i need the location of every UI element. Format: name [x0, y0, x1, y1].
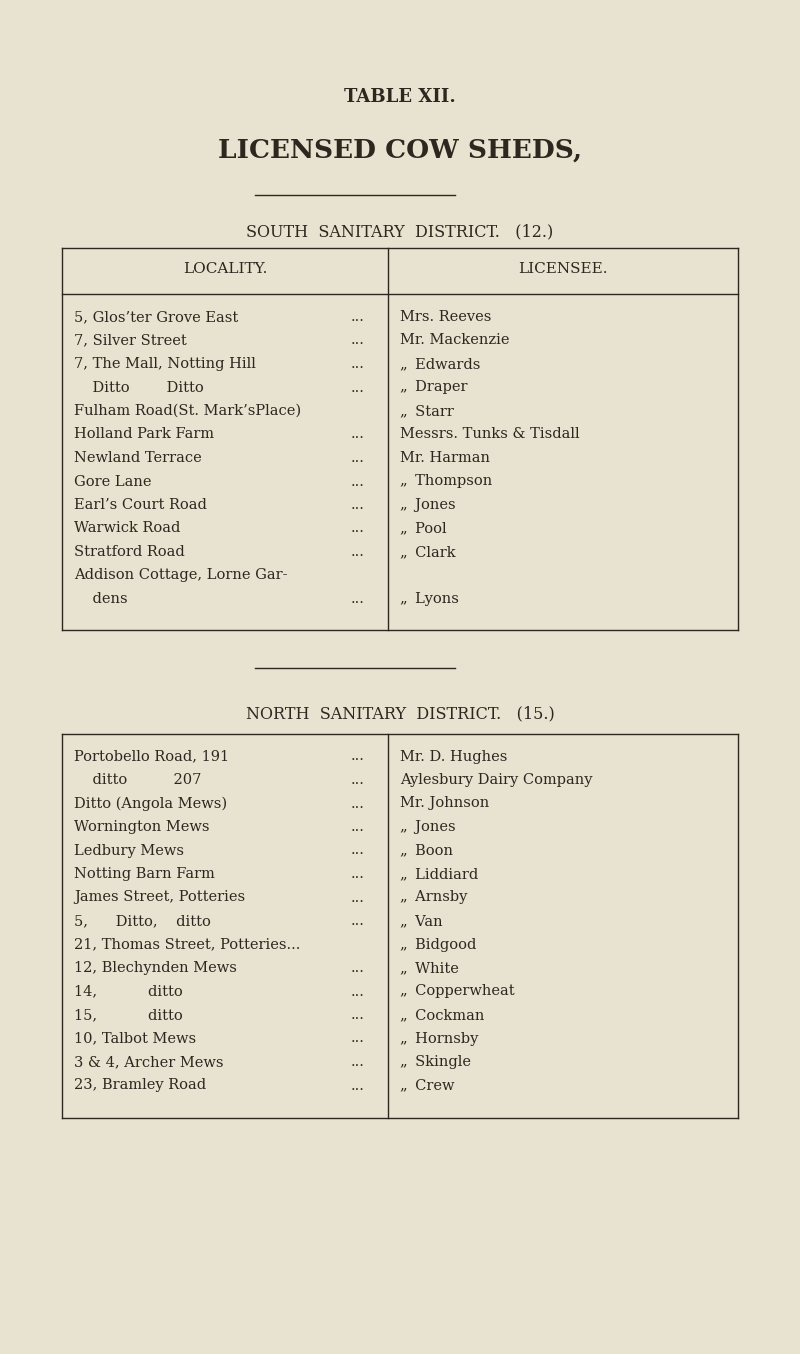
Text: „  Skingle: „ Skingle: [400, 1055, 471, 1070]
Text: ...: ...: [351, 1007, 365, 1022]
Text: „  Clark: „ Clark: [400, 546, 456, 559]
Text: 21, Thomas Street, Potteries...: 21, Thomas Street, Potteries...: [74, 937, 300, 952]
Text: Holland Park Farm: Holland Park Farm: [74, 428, 214, 441]
Text: ...: ...: [351, 867, 365, 881]
Text: Mrs. Reeves: Mrs. Reeves: [400, 310, 491, 324]
Text: 5,      Ditto,    ditto: 5, Ditto, ditto: [74, 914, 211, 927]
Text: „  Arnsby: „ Arnsby: [400, 891, 467, 904]
Text: Mr. Mackenzie: Mr. Mackenzie: [400, 333, 510, 348]
Text: ...: ...: [351, 1079, 365, 1093]
Text: 3 & 4, Archer Mews: 3 & 4, Archer Mews: [74, 1055, 223, 1070]
Text: ...: ...: [351, 891, 365, 904]
Text: ...: ...: [351, 961, 365, 975]
Text: ...: ...: [351, 1032, 365, 1045]
Text: ...: ...: [351, 451, 365, 464]
Text: „  Pool: „ Pool: [400, 521, 446, 535]
Text: Aylesbury Dairy Company: Aylesbury Dairy Company: [400, 773, 593, 787]
Text: Warwick Road: Warwick Road: [74, 521, 180, 535]
Text: „  Jones: „ Jones: [400, 498, 456, 512]
Text: ...: ...: [351, 592, 365, 607]
Text: LICENSEE.: LICENSEE.: [518, 263, 608, 276]
Text: „  Cockman: „ Cockman: [400, 1007, 484, 1022]
Text: ...: ...: [351, 380, 365, 394]
Text: Portobello Road, 191: Portobello Road, 191: [74, 750, 229, 764]
Text: „  Copperwheat: „ Copperwheat: [400, 984, 514, 998]
Text: „  Jones: „ Jones: [400, 821, 456, 834]
Text: Wornington Mews: Wornington Mews: [74, 821, 210, 834]
Text: „  Bidgood: „ Bidgood: [400, 937, 476, 952]
Text: Notting Barn Farm: Notting Barn Farm: [74, 867, 215, 881]
Text: Stratford Road: Stratford Road: [74, 546, 185, 559]
Text: Mr. Johnson: Mr. Johnson: [400, 796, 490, 811]
Text: ...: ...: [351, 1055, 365, 1070]
Text: „  Lyons: „ Lyons: [400, 592, 459, 607]
Text: „  Hornsby: „ Hornsby: [400, 1032, 478, 1045]
Text: ...: ...: [351, 750, 365, 764]
Text: 14,           ditto: 14, ditto: [74, 984, 182, 998]
Text: ...: ...: [351, 521, 365, 535]
Text: 7, Silver Street: 7, Silver Street: [74, 333, 186, 348]
Text: Ditto        Ditto: Ditto Ditto: [74, 380, 204, 394]
Text: „  Liddiard: „ Liddiard: [400, 867, 478, 881]
Text: „  Van: „ Van: [400, 914, 442, 927]
Text: „  Draper: „ Draper: [400, 380, 467, 394]
Text: „  Starr: „ Starr: [400, 403, 454, 418]
Text: Mr. D. Hughes: Mr. D. Hughes: [400, 750, 507, 764]
Text: Fulham Road(St. Mark’sPlace): Fulham Road(St. Mark’sPlace): [74, 403, 301, 418]
Text: 23, Bramley Road: 23, Bramley Road: [74, 1079, 206, 1093]
Text: LOCALITY.: LOCALITY.: [183, 263, 267, 276]
Text: ...: ...: [351, 474, 365, 489]
Text: Messrs. Tunks & Tisdall: Messrs. Tunks & Tisdall: [400, 428, 580, 441]
Text: Newland Terrace: Newland Terrace: [74, 451, 202, 464]
Text: ...: ...: [351, 310, 365, 324]
Text: James Street, Potteries: James Street, Potteries: [74, 891, 245, 904]
Text: 5, Glos’ter Grove East: 5, Glos’ter Grove East: [74, 310, 238, 324]
Text: Mr. Harman: Mr. Harman: [400, 451, 490, 464]
Text: „  Crew: „ Crew: [400, 1079, 454, 1093]
Text: 12, Blechynden Mews: 12, Blechynden Mews: [74, 961, 237, 975]
Text: ...: ...: [351, 773, 365, 787]
Text: NORTH  SANITARY  DISTRICT.   (15.): NORTH SANITARY DISTRICT. (15.): [246, 705, 554, 723]
Text: ...: ...: [351, 428, 365, 441]
Text: SOUTH  SANITARY  DISTRICT.   (12.): SOUTH SANITARY DISTRICT. (12.): [246, 223, 554, 240]
Text: ...: ...: [351, 821, 365, 834]
Text: ...: ...: [351, 357, 365, 371]
Text: dens: dens: [74, 592, 128, 607]
Text: ...: ...: [351, 914, 365, 927]
Text: LICENSED COW SHEDS,: LICENSED COW SHEDS,: [218, 138, 582, 162]
Text: ...: ...: [351, 796, 365, 811]
Text: ...: ...: [351, 844, 365, 857]
Text: 15,           ditto: 15, ditto: [74, 1007, 182, 1022]
Text: ...: ...: [351, 498, 365, 512]
Text: „  White: „ White: [400, 961, 459, 975]
Text: ...: ...: [351, 546, 365, 559]
Text: Addison Cottage, Lorne Gar-: Addison Cottage, Lorne Gar-: [74, 569, 287, 582]
Text: Ditto (Angola Mews): Ditto (Angola Mews): [74, 796, 227, 811]
Text: Gore Lane: Gore Lane: [74, 474, 151, 489]
Text: Earl’s Court Road: Earl’s Court Road: [74, 498, 207, 512]
Text: „  Thompson: „ Thompson: [400, 474, 492, 489]
Text: ...: ...: [351, 984, 365, 998]
Text: TABLE XII.: TABLE XII.: [344, 88, 456, 106]
Text: Ledbury Mews: Ledbury Mews: [74, 844, 184, 857]
Text: „  Boon: „ Boon: [400, 844, 453, 857]
Text: 10, Talbot Mews: 10, Talbot Mews: [74, 1032, 196, 1045]
Text: „  Edwards: „ Edwards: [400, 357, 480, 371]
Text: ...: ...: [351, 333, 365, 348]
Text: ditto          207: ditto 207: [74, 773, 202, 787]
Text: 7, The Mall, Notting Hill: 7, The Mall, Notting Hill: [74, 357, 256, 371]
